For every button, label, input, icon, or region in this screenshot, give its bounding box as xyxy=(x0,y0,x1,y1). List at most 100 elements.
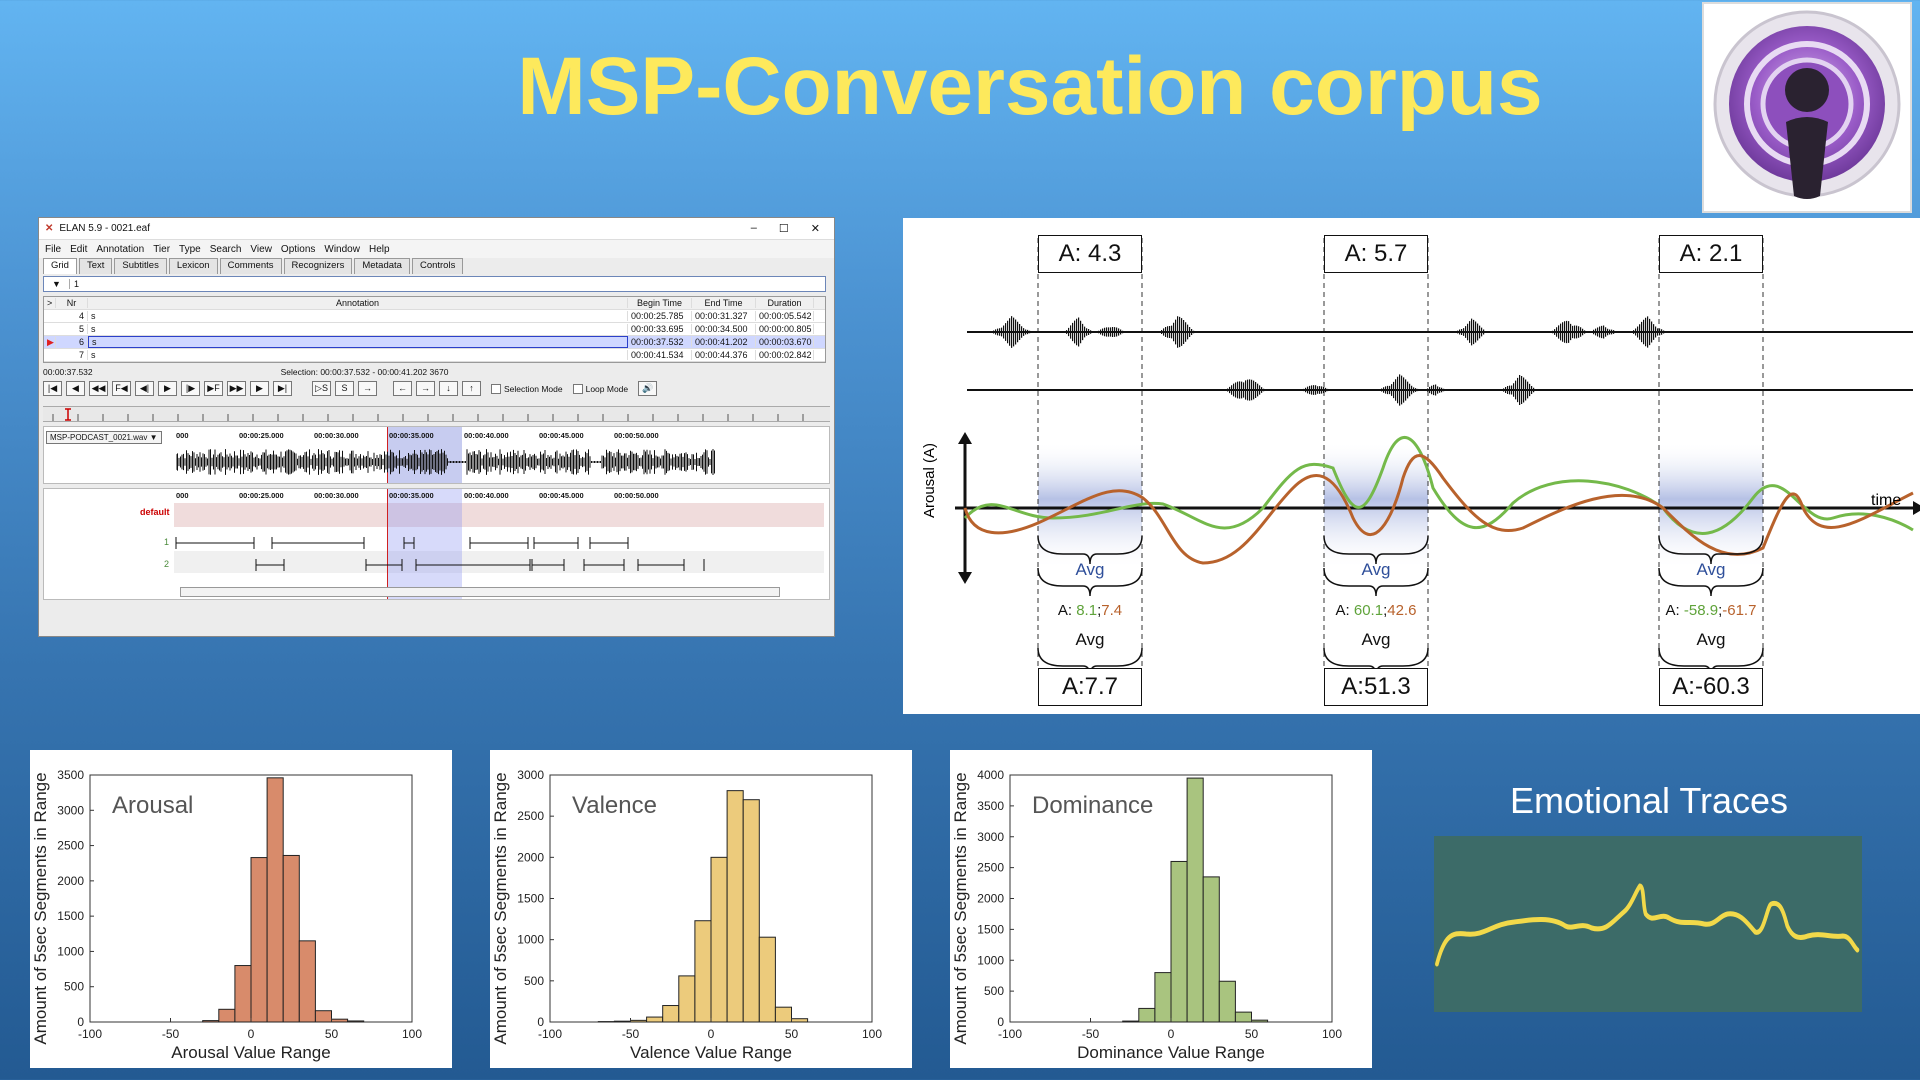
pixel-back-button[interactable]: ◀| xyxy=(135,381,154,396)
row-nr: 5 xyxy=(56,324,88,334)
tab-grid[interactable]: Grid xyxy=(43,258,77,274)
up-arrow-icon[interactable]: ↑ xyxy=(462,381,481,396)
tier-1-label[interactable]: 1 xyxy=(164,537,170,547)
timeline-ruler[interactable] xyxy=(43,406,830,422)
go-to-begin-button[interactable]: |◀ xyxy=(43,381,62,396)
play-selection-button[interactable]: ▷S xyxy=(312,381,331,396)
podcast-logo xyxy=(1702,2,1912,213)
elan-titlebar: ✕ ELAN 5.9 - 0021.eaf – ☐ ✕ xyxy=(39,218,834,240)
annotation-tiers[interactable]: default 1 2 000 00:00:25.000 00:00:30.00… xyxy=(43,488,830,600)
histogram-bar xyxy=(1234,1011,1252,1023)
next-scrollview-button[interactable]: ▶ xyxy=(250,381,269,396)
pair-sep: ; xyxy=(1718,602,1723,619)
pair-prefix: A: xyxy=(1665,602,1684,619)
speaker-icon[interactable]: 🔊 xyxy=(638,381,658,396)
emotional-trace-plot xyxy=(1435,883,1860,967)
close-icon[interactable]: ✕ xyxy=(810,223,820,235)
row-begin: 00:00:37.532 xyxy=(628,337,692,347)
orange-value: -61.7 xyxy=(1722,602,1757,619)
y-tick-label: 500 xyxy=(984,984,1004,998)
green-value: 60.1 xyxy=(1353,602,1384,619)
menu-search[interactable]: Search xyxy=(209,243,242,255)
menu-view[interactable]: View xyxy=(250,243,272,255)
tab-recognizers[interactable]: Recognizers xyxy=(283,258,353,274)
selection-mode-checkbox[interactable]: Selection Mode xyxy=(491,383,563,394)
tier-selection xyxy=(388,489,462,599)
green-value: -58.9 xyxy=(1683,602,1719,619)
table-row[interactable]: 4 s 00:00:25.785 00:00:31.327 00:00:05.5… xyxy=(44,310,825,323)
play-button[interactable]: ▶ xyxy=(158,381,177,396)
histogram-bar xyxy=(282,854,300,1023)
histogram-bar xyxy=(234,965,252,1023)
minimize-icon[interactable]: – xyxy=(750,222,757,234)
tier-2-label[interactable]: 2 xyxy=(164,559,170,569)
histogram-bar xyxy=(742,799,760,1023)
pair-sep: ; xyxy=(1097,602,1102,619)
tab-controls[interactable]: Controls xyxy=(411,258,464,274)
window-band-2 xyxy=(1324,444,1428,566)
x-tick-label: -50 xyxy=(1082,1027,1100,1041)
pixel-forward-button[interactable]: |▶ xyxy=(181,381,200,396)
col-duration: Duration xyxy=(756,298,814,308)
horizontal-scrollbar[interactable] xyxy=(180,587,780,597)
chevron-down-icon[interactable]: ▼ xyxy=(44,279,70,289)
table-row[interactable]: 5 s 00:00:33.695 00:00:34.500 00:00:00.8… xyxy=(44,323,825,336)
left-arrow-icon[interactable]: ← xyxy=(393,381,412,396)
row-duration: 00:00:03.670 xyxy=(756,337,814,347)
menu-edit[interactable]: Edit xyxy=(70,243,88,255)
y-tick-label: 1500 xyxy=(517,892,544,906)
y-tick-label: 2000 xyxy=(57,874,84,888)
x-tick-label: -100 xyxy=(998,1027,1022,1041)
table-row-selected[interactable]: ▶ 6 s 00:00:37.532 00:00:41.202 00:00:03… xyxy=(44,336,825,349)
row-annotation: s xyxy=(88,324,628,334)
y-tick-label: 1000 xyxy=(57,944,84,958)
x-axis-label: time xyxy=(1871,492,1902,509)
x-tick-label: -50 xyxy=(162,1027,180,1041)
loop-mode-checkbox[interactable]: Loop Mode xyxy=(572,383,628,394)
histogram-arousal-svg: 0 500 1000 1500 2000 2500 3000 3500 -100 -50 0 50 10… xyxy=(31,768,422,1062)
tier-default-label[interactable]: default xyxy=(140,507,170,517)
menu-tier[interactable]: Tier xyxy=(153,243,171,255)
clear-selection-button[interactable]: S xyxy=(335,381,354,396)
go-to-end-button[interactable]: ▶| xyxy=(273,381,292,396)
down-arrow-icon[interactable]: ↓ xyxy=(439,381,458,396)
menu-annotation[interactable]: Annotation xyxy=(96,243,145,255)
elan-app-icon: ✕ xyxy=(45,223,54,234)
tier-select[interactable]: ▼ 1 xyxy=(43,276,826,292)
waveform-viewer[interactable]: MSP-PODCAST_0021.wav ▼ 000 00:00:25.000 … xyxy=(43,426,830,484)
right-arrow-icon[interactable]: → xyxy=(416,381,435,396)
histogram-bar xyxy=(726,790,744,1023)
wav-file-select[interactable]: MSP-PODCAST_0021.wav ▼ xyxy=(46,431,162,444)
maximize-icon[interactable]: ☐ xyxy=(778,223,789,235)
window-2-arousal: A: 5.7 xyxy=(1324,235,1428,273)
tab-subtitles[interactable]: Subtitles xyxy=(114,258,167,274)
tab-text[interactable]: Text xyxy=(78,258,113,274)
histogram-bar xyxy=(646,1016,664,1023)
annotation-grid: > Nr Annotation Begin Time End Time Dura… xyxy=(43,296,826,363)
menu-type[interactable]: Type xyxy=(179,243,201,255)
step-forward-button[interactable]: ▶▶ xyxy=(227,381,246,396)
tier-time-label: 00:00:35.000 xyxy=(389,491,434,500)
table-row[interactable]: 7 s 00:00:41.534 00:00:44.376 00:00:02.8… xyxy=(44,349,825,362)
menu-help[interactable]: Help xyxy=(368,243,390,255)
tab-lexicon[interactable]: Lexicon xyxy=(168,258,218,274)
checkbox-icon xyxy=(491,383,501,394)
frame-back-button[interactable]: F◀ xyxy=(112,381,131,396)
time-info: 00:00:37.532 Selection: 00:00:37.532 - 0… xyxy=(39,363,834,379)
wave-time-label: 000 xyxy=(176,431,189,440)
menu-window[interactable]: Window xyxy=(324,243,360,255)
tab-comments[interactable]: Comments xyxy=(219,258,282,274)
row-duration: 00:00:00.805 xyxy=(756,324,814,334)
x-tick-label: 0 xyxy=(708,1027,715,1041)
menu-options[interactable]: Options xyxy=(280,243,316,255)
jump-selection-button[interactable]: → xyxy=(358,381,377,396)
menu-file[interactable]: File xyxy=(45,243,62,255)
selection-info: Selection: 00:00:37.532 - 00:00:41.202 3… xyxy=(280,367,449,377)
previous-scrollview-button[interactable]: ◀ xyxy=(66,381,85,396)
row-duration: 00:00:05.542 xyxy=(756,311,814,321)
x-tick-label: 100 xyxy=(1322,1027,1342,1041)
frame-forward-button[interactable]: ▶F xyxy=(204,381,223,396)
tab-metadata[interactable]: Metadata xyxy=(354,258,410,274)
step-back-button[interactable]: ◀◀ xyxy=(89,381,108,396)
histogram-bar xyxy=(298,940,316,1023)
